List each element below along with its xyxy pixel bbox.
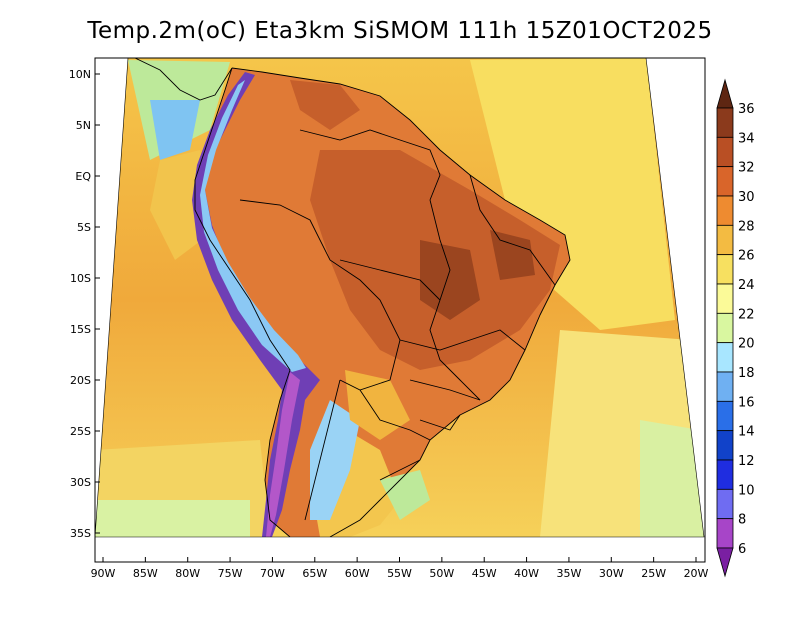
uruguay-mild-zone [380, 470, 430, 520]
lat-tick-label: 20S [70, 374, 91, 387]
lat-tick-label: 10N [69, 68, 91, 81]
border-guianas [299, 129, 441, 201]
lat-tick-label: 5S [77, 221, 91, 234]
border-brazil-states-5 [409, 379, 481, 401]
colorbar-label: 18 [738, 366, 755, 381]
colorbar-label: 28 [738, 219, 755, 234]
hot-spot-northeast [490, 230, 535, 280]
lat-tick-label: 5N [76, 119, 91, 132]
border-brazil-states-2 [469, 174, 556, 286]
colorbar-label: 34 [738, 131, 755, 146]
colorbar-top-arrow [716, 78, 734, 109]
border-peru-bolivia [239, 199, 401, 391]
colorbar-swatch [716, 195, 734, 226]
map-title: Temp.2m(oC) Eta3km SiSMOM 111h 15Z01OCT2… [87, 18, 713, 44]
coastline-west [194, 67, 291, 537]
map-domain [95, 58, 704, 537]
lon-tick-label: 25W [641, 567, 666, 580]
pacific-south-cool [95, 500, 250, 537]
border-brazil-states-6 [419, 414, 461, 431]
colorbar-label: 24 [738, 278, 755, 293]
colorbar-swatch [716, 166, 734, 197]
latitude-axis: 10N 5N EQ 5S 10S 15S 20S 25S 30S 35S [69, 68, 100, 540]
colorbar-swatch [716, 136, 734, 168]
colorbar-bottom-arrow [716, 547, 734, 578]
colorbar-swatch [716, 371, 734, 402]
lon-tick-label: 70W [260, 567, 285, 580]
lat-tick-label: 25S [70, 425, 91, 438]
lon-tick-label: 80W [175, 567, 200, 580]
colorbar: 6 8 10 12 14 16 18 20 22 24 26 28 30 32 34 36 [716, 78, 755, 578]
lon-tick-label: 50W [429, 567, 454, 580]
lon-tick-label: 40W [514, 567, 539, 580]
lat-tick-label: 15S [70, 323, 91, 336]
colorbar-label: 22 [738, 307, 755, 322]
pampas-cool-zone [310, 400, 360, 520]
colorbar-label: 8 [738, 513, 746, 528]
longitude-axis: 90W 85W 80W 75W 70W 65W 60W 55W 50W 45W 40W 35W 30W 2… [91, 557, 709, 580]
colorbar-label: 26 [738, 249, 755, 264]
andes-blue-fringe [200, 80, 306, 372]
lon-tick-label: 75W [218, 567, 243, 580]
lat-tick-label: 10S [70, 272, 91, 285]
political-borders [134, 58, 571, 537]
colorbar-swatch [716, 342, 734, 373]
lon-tick-label: 30W [599, 567, 624, 580]
lon-tick-label: 35W [556, 567, 581, 580]
lon-tick-label: 55W [387, 567, 412, 580]
lon-tick-label: 20W [684, 567, 709, 580]
colorbar-swatch [716, 518, 734, 549]
chaco-zone [345, 370, 410, 440]
lon-tick-label: 65W [302, 567, 327, 580]
border-brazil-states-3 [339, 259, 441, 301]
central-america-coast [134, 58, 233, 101]
colorbar-label: 12 [738, 454, 755, 469]
colorbar-label: 10 [738, 483, 755, 498]
colorbar-swatch [716, 107, 734, 138]
lat-tick-label: 30S [70, 476, 91, 489]
border-chile-argentina [304, 379, 341, 521]
colorbar-label: 32 [738, 161, 755, 176]
lon-tick-label: 60W [345, 567, 370, 580]
border-brazil-states-4 [399, 329, 526, 351]
colorbar-label: 14 [738, 425, 755, 440]
colorbar-swatch [716, 283, 734, 314]
hot-spot-center [420, 240, 480, 320]
colorbar-label: 30 [738, 190, 755, 205]
colorbar-label: 36 [738, 102, 755, 117]
south-atlantic-cool-zone [640, 420, 704, 537]
lon-tick-label: 90W [91, 567, 116, 580]
colorbar-swatch [716, 430, 734, 461]
lat-tick-label: EQ [75, 170, 91, 183]
colorbar-label: 20 [738, 337, 755, 352]
colorbar-swatch [716, 224, 734, 256]
lon-tick-label: 45W [472, 567, 497, 580]
border-paraguay [359, 389, 431, 441]
border-uruguay [379, 459, 421, 481]
atlantic-warm-zone [470, 58, 675, 330]
lon-tick-label: 85W [133, 567, 158, 580]
pacific-blue-patch [150, 100, 200, 160]
colorbar-swatch [716, 459, 734, 490]
colorbar-swatch [716, 312, 734, 344]
colorbar-swatch [716, 488, 734, 520]
border-brazil-states-1 [429, 199, 481, 401]
coastline-east [231, 67, 571, 537]
colorbar-label: 6 [738, 542, 746, 557]
colorbar-swatch [716, 400, 734, 432]
colorbar-label: 16 [738, 395, 755, 410]
colorbar-swatch [716, 254, 734, 285]
lat-tick-label: 35S [70, 527, 91, 540]
andes-south-magenta [266, 372, 300, 537]
hot-spot-north [290, 80, 360, 130]
